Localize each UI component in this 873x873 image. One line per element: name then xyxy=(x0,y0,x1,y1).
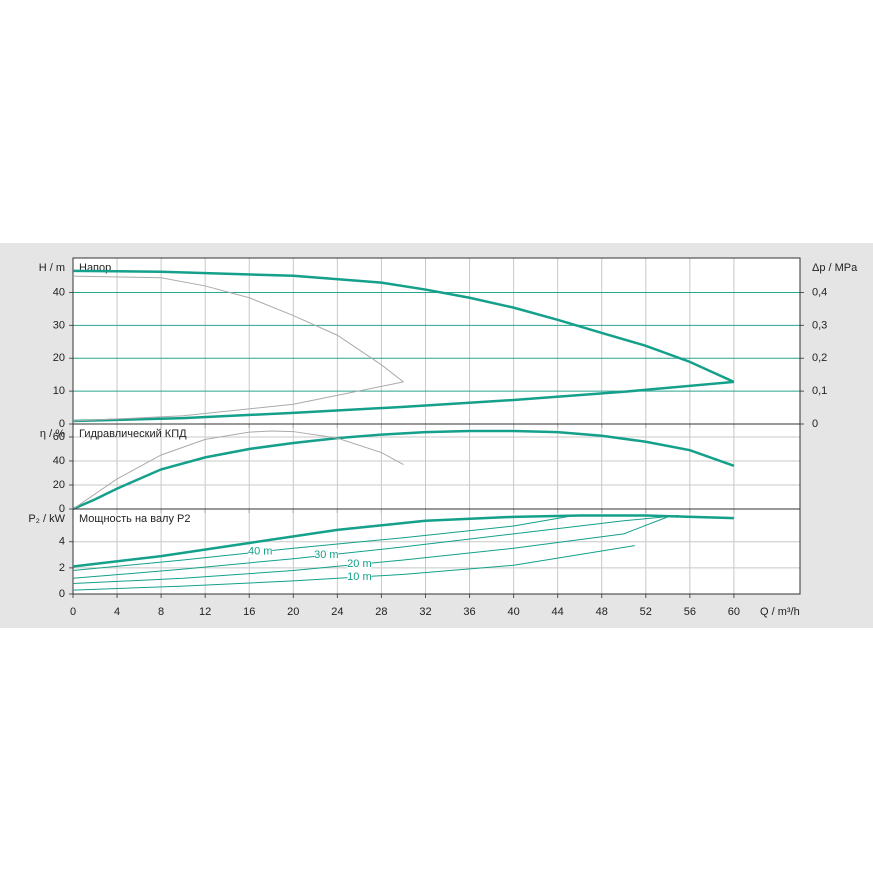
y-tick-label: 60 xyxy=(53,431,65,443)
x-tick-label: 24 xyxy=(331,606,343,618)
y-tick-label: 30 xyxy=(53,319,65,331)
x-tick-label: 56 xyxy=(684,606,696,618)
curve xyxy=(72,514,734,568)
y-tick-label: 4 xyxy=(59,536,65,548)
x-tick-label: 40 xyxy=(507,606,519,618)
series-label: 40 m xyxy=(248,546,272,558)
y-tick-label: 10 xyxy=(53,385,65,397)
label-bg xyxy=(248,545,273,558)
series-label: 30 m xyxy=(314,549,338,561)
series-label: 10 m xyxy=(347,571,371,583)
plot-frame xyxy=(72,508,801,595)
y2-tick-label: 0,1 xyxy=(812,385,827,397)
x-tick-label: 32 xyxy=(419,606,431,618)
x-axis-label: Q / m³/h xyxy=(760,606,800,618)
x-tick-label: 4 xyxy=(114,606,120,618)
panel-title: Мощность на валу P2 xyxy=(79,513,191,525)
series-label: 20 m xyxy=(347,558,371,570)
y-axis-label: P₂ / kW xyxy=(28,513,65,525)
x-tick-label: 36 xyxy=(463,606,475,618)
curve xyxy=(72,275,404,383)
curve xyxy=(72,381,404,422)
y-tick-label: 20 xyxy=(53,352,65,364)
x-tick-label: 44 xyxy=(552,606,564,618)
label-bg xyxy=(347,558,372,571)
curve xyxy=(72,430,404,510)
y-axis-label: H / m xyxy=(39,262,65,274)
y-tick-label: 0 xyxy=(59,418,65,430)
y-tick-label: 40 xyxy=(53,455,65,467)
x-tick-label: 52 xyxy=(640,606,652,618)
y-tick-label: 20 xyxy=(53,479,65,491)
y-tick-label: 40 xyxy=(53,286,65,298)
curve xyxy=(72,516,668,585)
x-tick-label: 12 xyxy=(199,606,211,618)
y2-tick-label: 0,2 xyxy=(812,352,827,364)
x-tick-label: 16 xyxy=(243,606,255,618)
label-bg xyxy=(314,549,339,562)
plot-area xyxy=(73,258,800,424)
y-tick-label: 0 xyxy=(59,503,65,515)
y-tick-label: 0 xyxy=(59,588,65,600)
label-bg xyxy=(347,571,372,583)
curve xyxy=(72,515,679,579)
curve xyxy=(72,429,735,511)
y2-tick-label: 0 xyxy=(812,418,818,430)
curve xyxy=(72,515,575,571)
curve xyxy=(72,380,735,423)
curve xyxy=(72,269,735,384)
y-axis-label: η / % xyxy=(40,428,65,440)
y2-axis-label: Δp / MPa xyxy=(812,262,858,274)
x-tick-label: 8 xyxy=(158,606,164,618)
y2-tick-label: 0,3 xyxy=(812,319,827,331)
x-tick-label: 0 xyxy=(70,606,76,618)
plot-area xyxy=(73,424,800,509)
x-tick-label: 48 xyxy=(596,606,608,618)
x-tick-label: 60 xyxy=(728,606,740,618)
x-tick-label: 28 xyxy=(375,606,387,618)
y2-tick-label: 0,4 xyxy=(812,286,827,298)
x-tick-label: 20 xyxy=(287,606,299,618)
panel-title: Гидравлический КПД xyxy=(79,428,187,440)
y-tick-label: 2 xyxy=(59,562,65,574)
